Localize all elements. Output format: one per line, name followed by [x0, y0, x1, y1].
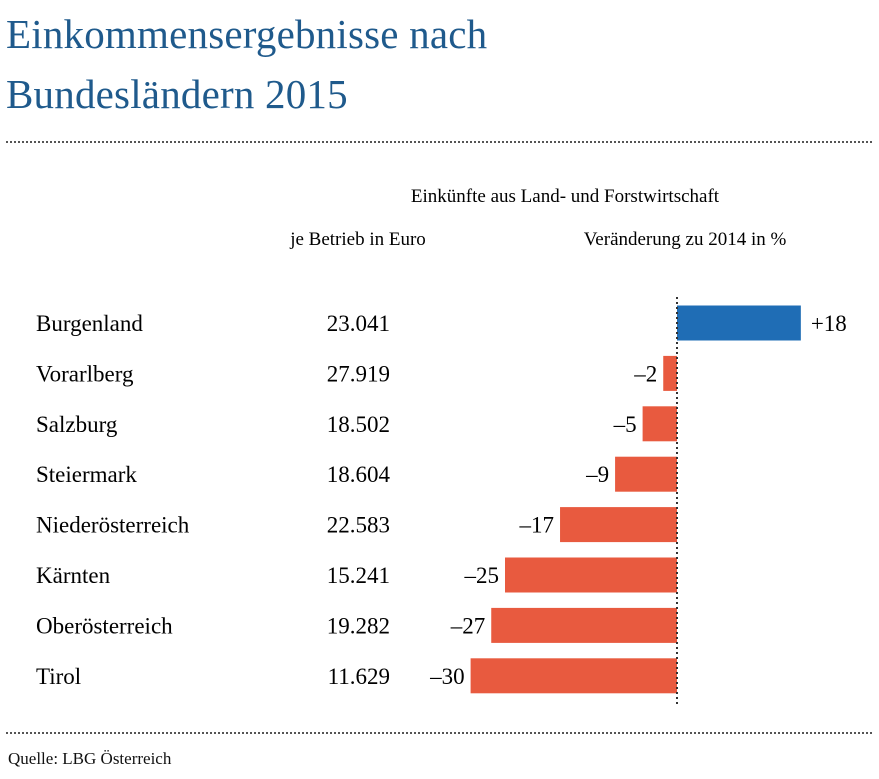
income-value-label: 15.241	[327, 563, 390, 588]
category-label: Vorarlberg	[36, 361, 134, 386]
change-bar	[560, 507, 677, 543]
change-value-label: –9	[585, 462, 609, 487]
column-header-change: Veränderung zu 2014 in %	[584, 229, 787, 250]
income-value-label: 23.041	[327, 311, 390, 336]
change-bar	[491, 607, 677, 643]
income-value-label: 19.282	[327, 613, 390, 638]
income-value-label: 27.919	[327, 361, 390, 386]
category-label: Burgenland	[36, 311, 143, 336]
category-label: Steiermark	[36, 462, 137, 487]
income-value-label: 18.502	[327, 412, 390, 437]
source-note: Quelle: LBG Österreich	[8, 749, 172, 768]
change-bar	[677, 305, 801, 341]
title-line-1: Einkommensergebnisse nach	[6, 11, 488, 57]
category-label: Tirol	[36, 664, 81, 689]
category-label: Oberösterreich	[36, 613, 173, 638]
chart-header: Einkünfte aus Land- und Forstwirtschaft	[411, 186, 720, 207]
change-value-label: –2	[633, 361, 657, 386]
category-label: Salzburg	[36, 412, 118, 437]
income-value-label: 11.629	[328, 664, 390, 689]
change-bar	[663, 355, 677, 391]
change-bar	[470, 658, 677, 694]
income-value-label: 18.604	[327, 462, 391, 487]
income-value-label: 22.583	[327, 513, 390, 538]
change-bar	[642, 406, 677, 442]
chart-rows: Burgenland 23.041 +18 Vorarlberg 27.919 –2 Sal…	[36, 305, 847, 694]
bottom-divider	[6, 732, 872, 734]
chart-title: Einkommensergebnisse nach Bundesländern …	[6, 4, 487, 124]
category-label: Kärnten	[36, 563, 111, 588]
title-line-2: Bundesländern 2015	[6, 71, 348, 117]
change-value-label: –30	[429, 664, 465, 689]
change-value-label: +18	[811, 311, 847, 336]
column-header-income: je Betrieb in Euro	[289, 229, 426, 250]
change-value-label: –5	[613, 412, 637, 437]
change-bar	[505, 557, 677, 593]
change-bar	[615, 456, 677, 492]
change-value-label: –17	[519, 513, 555, 538]
top-divider	[6, 141, 872, 143]
change-value-label: –27	[450, 613, 486, 638]
change-value-label: –25	[464, 563, 500, 588]
category-label: Niederösterreich	[36, 513, 190, 538]
